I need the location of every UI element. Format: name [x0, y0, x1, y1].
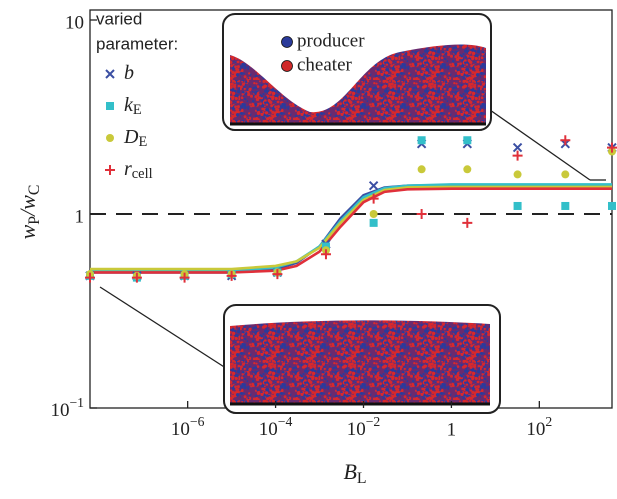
- marker: [179, 272, 190, 283]
- marker: [512, 150, 523, 161]
- marker: [417, 136, 426, 145]
- marker: [320, 249, 331, 260]
- marker: [608, 201, 616, 210]
- marker: [417, 165, 426, 174]
- inset-label: cheater: [297, 54, 353, 75]
- legend-marker: [106, 102, 114, 110]
- x-tick-label: 1: [447, 419, 457, 440]
- marker: [131, 272, 142, 283]
- marker: [463, 136, 472, 145]
- inset-image: [230, 320, 490, 404]
- inset-label: producer: [297, 30, 365, 51]
- legend-label: rcell: [124, 158, 153, 183]
- x-tick-label: 102: [526, 414, 552, 440]
- legend-title: varied: [96, 9, 142, 28]
- legend-label: DE: [123, 126, 147, 151]
- inset-legend-dot: [281, 36, 293, 48]
- marker: [561, 170, 570, 179]
- y-axis-label: wP/wC: [15, 185, 43, 240]
- legend-marker: [105, 69, 115, 79]
- marker: [369, 218, 378, 227]
- marker: [512, 142, 523, 153]
- fit-line: [90, 187, 612, 274]
- marker: [368, 193, 379, 204]
- inset-image: [230, 44, 486, 124]
- marker: [272, 269, 283, 280]
- y-tick-label: 10−1: [50, 395, 84, 421]
- x-tick-label: 10−4: [259, 414, 293, 440]
- marker: [607, 142, 617, 153]
- inset: [222, 13, 492, 131]
- marker: [369, 210, 378, 218]
- marker: [513, 170, 522, 179]
- legend-marker: [105, 165, 115, 175]
- x-tick-label: 10−2: [347, 414, 381, 440]
- inset: [223, 304, 501, 414]
- y-tick-label: 10: [65, 12, 84, 33]
- marker: [368, 180, 379, 191]
- legend-title: parameter:: [96, 34, 178, 53]
- marker: [226, 270, 237, 281]
- fit-line: [90, 185, 612, 271]
- fit-line: [90, 183, 612, 274]
- fit-line: [90, 183, 612, 273]
- inset-legend-dot: [281, 60, 293, 72]
- y-tick-label: 1: [75, 206, 85, 227]
- marker: [85, 272, 95, 283]
- x-tick-label: 10−6: [171, 414, 205, 440]
- marker: [416, 209, 427, 219]
- legend-marker: [106, 134, 114, 142]
- x-axis-label: BL: [343, 459, 366, 487]
- marker: [462, 217, 473, 228]
- marker: [561, 201, 570, 210]
- inset-connector: [99, 286, 233, 373]
- marker: [560, 135, 571, 146]
- legend-label: kE: [124, 94, 142, 119]
- inset-connector: [489, 109, 591, 181]
- marker: [463, 165, 472, 174]
- legend-label: b: [124, 62, 134, 84]
- marker: [513, 201, 522, 210]
